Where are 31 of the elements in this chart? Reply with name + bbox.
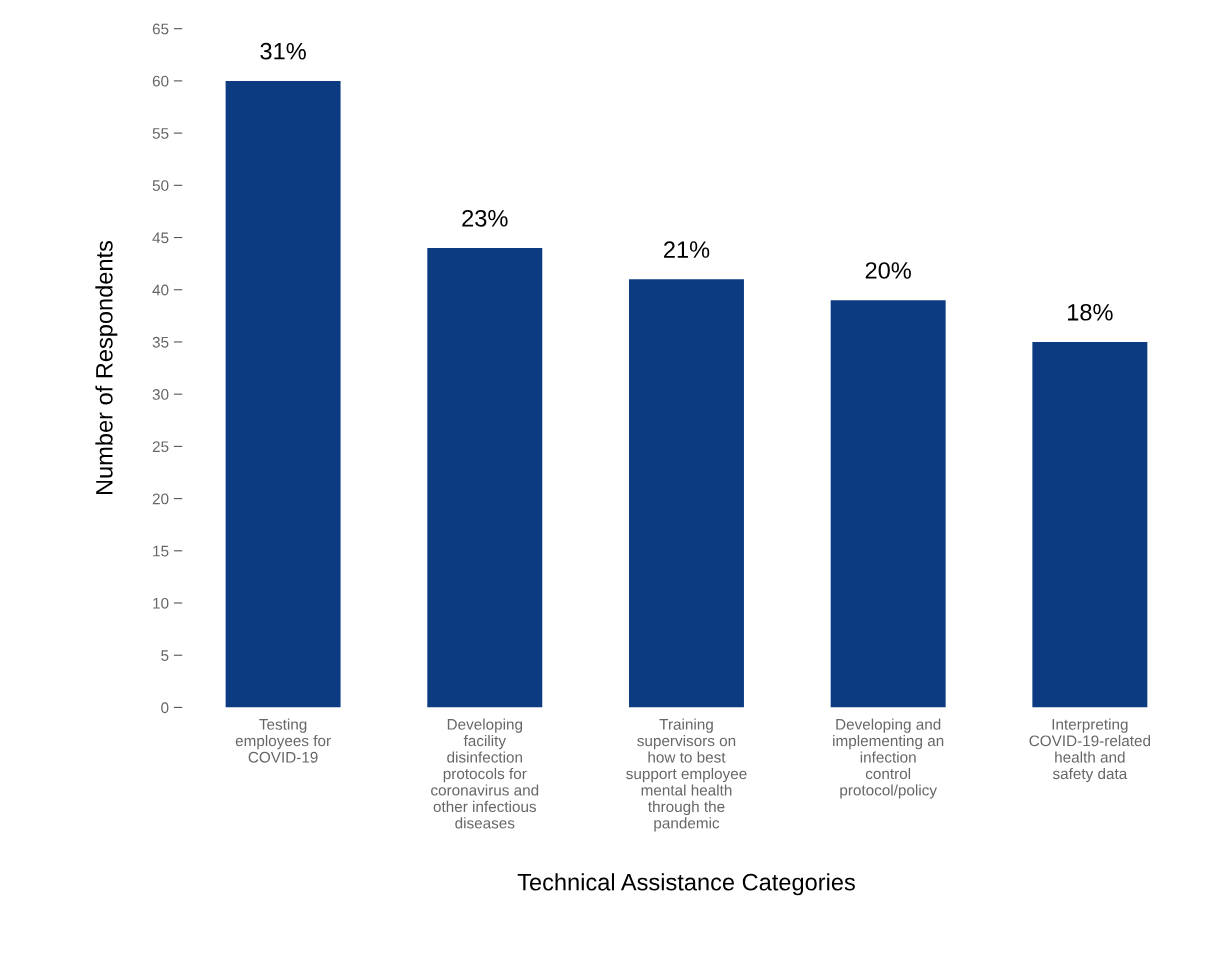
y-tick-label: 65 <box>152 23 169 35</box>
y-tick-label: 0 <box>161 702 169 714</box>
bar <box>225 80 341 708</box>
bar <box>427 247 543 708</box>
y-axis-title: Number of Respondents <box>95 240 118 495</box>
y-tick-label: 45 <box>152 232 169 244</box>
y-tick-label: 10 <box>153 597 169 609</box>
x-tick-label: Developing and implementing an infection control protocol/policy <box>833 718 944 799</box>
y-tick-label: 35 <box>152 336 169 348</box>
bar <box>830 300 946 708</box>
annotation: 20% <box>865 262 911 279</box>
y-tick-label: 5 <box>161 650 169 661</box>
x-tick-label: Developing facility disinfection protocols for coronavirus and other infectious diseases <box>431 718 539 829</box>
x-tick-label: Training supervisors on how to best support employee mental health through the pandemic <box>626 718 747 832</box>
annotation: 18% <box>1068 303 1113 321</box>
y-tick-label: 25 <box>152 441 169 453</box>
y-tick-label: 30 <box>152 389 169 400</box>
y-tick-label: 20 <box>152 493 169 505</box>
x-tick-label: Interpreting COVID-19-related health and safety data <box>1029 718 1151 783</box>
annotation: 23% <box>462 209 508 227</box>
x-axis-title: Technical Assistance Categories <box>517 873 855 896</box>
x-tick-label: Testing employees for COVID-19 <box>235 718 331 763</box>
annotation: 21% <box>664 241 710 258</box>
bar <box>628 279 744 708</box>
bar <box>1032 341 1148 708</box>
y-tick-label: 50 <box>152 180 169 191</box>
y-tick-label: 40 <box>152 284 169 296</box>
y-tick-label: 55 <box>152 128 169 139</box>
y-tick-label: 15 <box>153 545 169 557</box>
y-tick-label: 60 <box>152 75 169 87</box>
annotation: 31% <box>260 42 306 60</box>
